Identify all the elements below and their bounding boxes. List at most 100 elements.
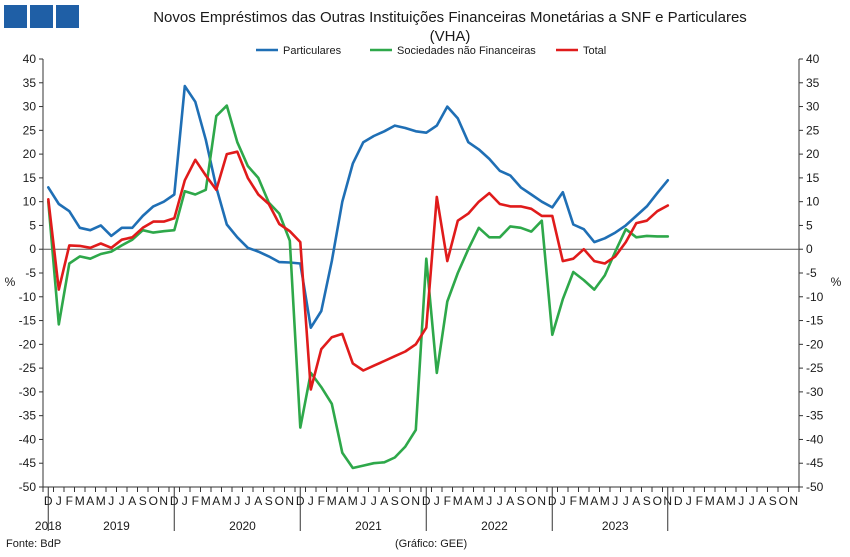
month-label: F [192, 494, 199, 508]
month-label: S [517, 494, 525, 508]
y-tick-label-left: -5 [25, 266, 36, 280]
month-label: M [201, 494, 211, 508]
y-tick-label-left: -30 [19, 385, 37, 399]
y-tick-label-left: 10 [23, 195, 37, 209]
y-tick-label-right: -10 [806, 290, 824, 304]
month-label: J [486, 494, 492, 508]
month-label: O [149, 494, 158, 508]
y-axis-label-left: % [5, 275, 16, 289]
y-tick-label-right: -35 [806, 409, 824, 423]
month-label: J [686, 494, 692, 508]
month-label: S [265, 494, 273, 508]
logo-square [30, 5, 53, 28]
month-label: S [769, 494, 777, 508]
month-label: O [779, 494, 788, 508]
month-label: J [234, 494, 240, 508]
month-label: M [222, 494, 232, 508]
logo-square [56, 5, 79, 28]
line-chart: Particulares Sociedades não Financeiras To… [5, 45, 842, 533]
y-tick-label-right: 20 [806, 147, 820, 161]
y-tick-label-left: -10 [19, 290, 37, 304]
month-label: N [411, 494, 420, 508]
legend-label: Total [583, 45, 606, 57]
month-label: M [96, 494, 106, 508]
legend-label: Sociedades não Financeiras [397, 45, 536, 57]
month-label: J [497, 494, 503, 508]
chart-subtitle: (VHA) [429, 28, 471, 45]
month-label: J [245, 494, 251, 508]
month-label: N [789, 494, 798, 508]
month-label: M [705, 494, 715, 508]
y-tick-label-right: -30 [806, 385, 824, 399]
month-label: A [464, 494, 472, 508]
month-label: A [506, 494, 514, 508]
month-label: J [612, 494, 618, 508]
year-label: 2022 [481, 519, 508, 533]
month-label: F [444, 494, 451, 508]
month-label: N [285, 494, 294, 508]
y-tick-label-left: -50 [19, 480, 37, 494]
y-tick-label-left: 5 [29, 218, 36, 232]
year-label: 2019 [103, 519, 130, 533]
month-label: D [674, 494, 683, 508]
month-label: F [66, 494, 73, 508]
y-tick-label-right: -20 [806, 337, 824, 351]
month-label: M [474, 494, 484, 508]
y-tick-label-right: -25 [806, 361, 824, 375]
y-tick-label-right: -50 [806, 480, 824, 494]
month-label: J [108, 494, 114, 508]
y-tick-label-right: 5 [806, 218, 813, 232]
month-label: M [453, 494, 463, 508]
y-tick-label-right: 25 [806, 123, 820, 137]
month-label: J [360, 494, 366, 508]
y-tick-label-right: -15 [806, 314, 824, 328]
y-tick-label-right: 15 [806, 171, 820, 185]
month-label: S [391, 494, 399, 508]
month-label: A [212, 494, 220, 508]
month-label: S [643, 494, 651, 508]
y-tick-label-right: 35 [806, 76, 820, 90]
month-label: S [139, 494, 147, 508]
y-tick-label-left: 35 [23, 76, 37, 90]
y-tick-label-right: 10 [806, 195, 820, 209]
month-label: J [623, 494, 629, 508]
month-label: J [371, 494, 377, 508]
y-tick-label-right: 0 [806, 242, 813, 256]
y-tick-label-right: -45 [806, 456, 824, 470]
month-label: F [696, 494, 703, 508]
month-label: O [401, 494, 410, 508]
month-label: M [348, 494, 358, 508]
y-tick-label-left: 15 [23, 171, 37, 185]
month-label: J [119, 494, 125, 508]
month-label: A [254, 494, 262, 508]
month-label: A [380, 494, 388, 508]
month-label: J [308, 494, 314, 508]
logo [4, 5, 79, 28]
axes: -50 -50-45 -45-40 -40-35 -35-30 -30-25 -25-20-… [19, 52, 824, 533]
y-tick-label-left: 25 [23, 123, 37, 137]
chart-title-block: Novos Empréstimos das Outras Instituiçõe… [0, 8, 850, 46]
series-lines [46, 84, 670, 470]
year-label: 2020 [229, 519, 256, 533]
year-label: 2018 [35, 519, 62, 533]
month-label: J [182, 494, 188, 508]
source-note: Fonte: BdP [6, 538, 62, 550]
month-label: F [318, 494, 325, 508]
legend-label: Particulares [283, 45, 342, 57]
month-label: A [86, 494, 94, 508]
y-tick-label-left: -20 [19, 337, 37, 351]
logo-square [4, 5, 27, 28]
month-label: O [653, 494, 662, 508]
y-tick-label-right: -40 [806, 432, 824, 446]
month-label: M [579, 494, 589, 508]
month-label: F [570, 494, 577, 508]
credit-note: (Gráfico: GEE) [395, 538, 468, 550]
month-label: M [327, 494, 337, 508]
month-label: M [75, 494, 85, 508]
month-label: A [632, 494, 640, 508]
series-line [46, 150, 670, 391]
y-tick-label-right: 30 [806, 100, 820, 114]
month-label: A [758, 494, 766, 508]
month-label: J [749, 494, 755, 508]
y-tick-label-left: -45 [19, 456, 37, 470]
